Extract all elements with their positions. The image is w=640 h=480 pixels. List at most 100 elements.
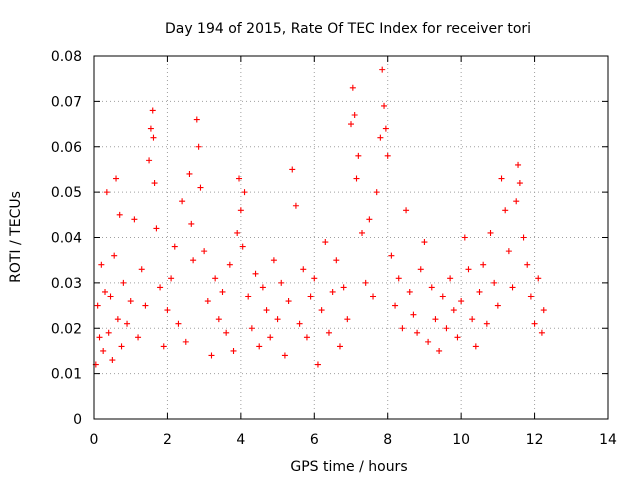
data-point	[270, 257, 277, 264]
data-point	[186, 170, 193, 177]
data-point	[425, 338, 432, 345]
data-point	[111, 252, 118, 259]
data-point	[223, 329, 230, 336]
data-point	[527, 293, 534, 300]
data-point	[436, 347, 443, 354]
data-point	[234, 229, 241, 236]
data-point	[516, 180, 523, 187]
y-tick-label: 0.02	[51, 321, 82, 337]
x-tick-label: 12	[526, 432, 544, 448]
data-point	[259, 284, 266, 291]
data-point	[403, 207, 410, 214]
x-axis-label: GPS time / hours	[290, 459, 407, 475]
data-point	[175, 320, 182, 327]
data-point	[263, 307, 270, 314]
data-point	[353, 175, 360, 182]
y-tick-labels: 0 0.01 0.02 0.03 0.04 0.05 0.06 0.07 0.08	[51, 49, 82, 428]
data-point	[513, 198, 520, 205]
x-tick-label: 6	[310, 432, 319, 448]
data-point	[201, 248, 208, 255]
data-point	[105, 329, 112, 336]
data-point	[190, 257, 197, 264]
data-point	[146, 157, 153, 164]
data-point	[410, 311, 417, 318]
data-point	[535, 275, 542, 282]
data-point	[494, 302, 501, 309]
x-tick-label: 4	[236, 432, 245, 448]
data-point	[168, 275, 175, 282]
data-point	[370, 293, 377, 300]
data-point	[96, 334, 103, 341]
data-point	[226, 261, 233, 268]
data-point	[281, 352, 288, 359]
data-point	[325, 329, 332, 336]
data-point	[241, 189, 248, 196]
data-point	[439, 293, 446, 300]
data-point	[314, 361, 321, 368]
data-point	[472, 343, 479, 350]
data-point	[171, 243, 178, 250]
data-point	[487, 229, 494, 236]
data-point	[351, 111, 358, 118]
data-point	[179, 198, 186, 205]
data-point	[395, 275, 402, 282]
data-point	[515, 161, 522, 168]
data-point	[311, 275, 318, 282]
data-point	[135, 334, 142, 341]
data-point	[267, 334, 274, 341]
data-point	[103, 189, 110, 196]
y-tick-label: 0.04	[51, 231, 82, 247]
data-point	[432, 316, 439, 323]
data-point	[94, 302, 101, 309]
data-point	[195, 143, 202, 150]
data-point	[215, 316, 222, 323]
y-tick-label: 0	[73, 412, 82, 428]
data-point	[124, 320, 131, 327]
data-point	[421, 239, 428, 246]
data-point	[113, 175, 120, 182]
data-point	[461, 234, 468, 241]
data-point	[274, 316, 281, 323]
data-point	[340, 284, 347, 291]
data-point	[118, 343, 125, 350]
data-point	[278, 279, 285, 286]
x-tick-label: 2	[163, 432, 172, 448]
data-point	[230, 347, 237, 354]
data-point	[502, 207, 509, 214]
data-point	[188, 220, 195, 227]
data-point	[131, 216, 138, 223]
grid-layer	[94, 56, 608, 419]
data-point	[414, 329, 421, 336]
data-point	[366, 216, 373, 223]
data-point	[142, 302, 149, 309]
data-point	[109, 357, 116, 364]
y-tick-label: 0.05	[51, 185, 82, 201]
x-tick-labels: 0 2 4 6 8 10 12 14	[90, 432, 617, 448]
data-point	[538, 329, 545, 336]
data-point	[150, 134, 157, 141]
data-point	[520, 234, 527, 241]
data-point	[349, 84, 356, 91]
data-point	[149, 107, 156, 114]
data-point	[116, 211, 123, 218]
data-point	[237, 207, 244, 214]
data-point	[107, 293, 114, 300]
x-tick-label: 0	[90, 432, 99, 448]
data-point	[204, 298, 211, 305]
x-tick-label: 10	[452, 432, 470, 448]
data-point	[164, 307, 171, 314]
plot-frame	[93, 55, 609, 420]
data-point	[245, 293, 252, 300]
data-point	[153, 225, 160, 232]
data-point	[147, 125, 154, 132]
data-point	[296, 320, 303, 327]
data-point	[120, 279, 127, 286]
data-point	[219, 288, 226, 295]
data-point	[127, 298, 134, 305]
data-point	[182, 338, 189, 345]
data-point	[384, 152, 391, 159]
data-point	[381, 102, 388, 109]
data-point	[476, 288, 483, 295]
data-point	[392, 302, 399, 309]
